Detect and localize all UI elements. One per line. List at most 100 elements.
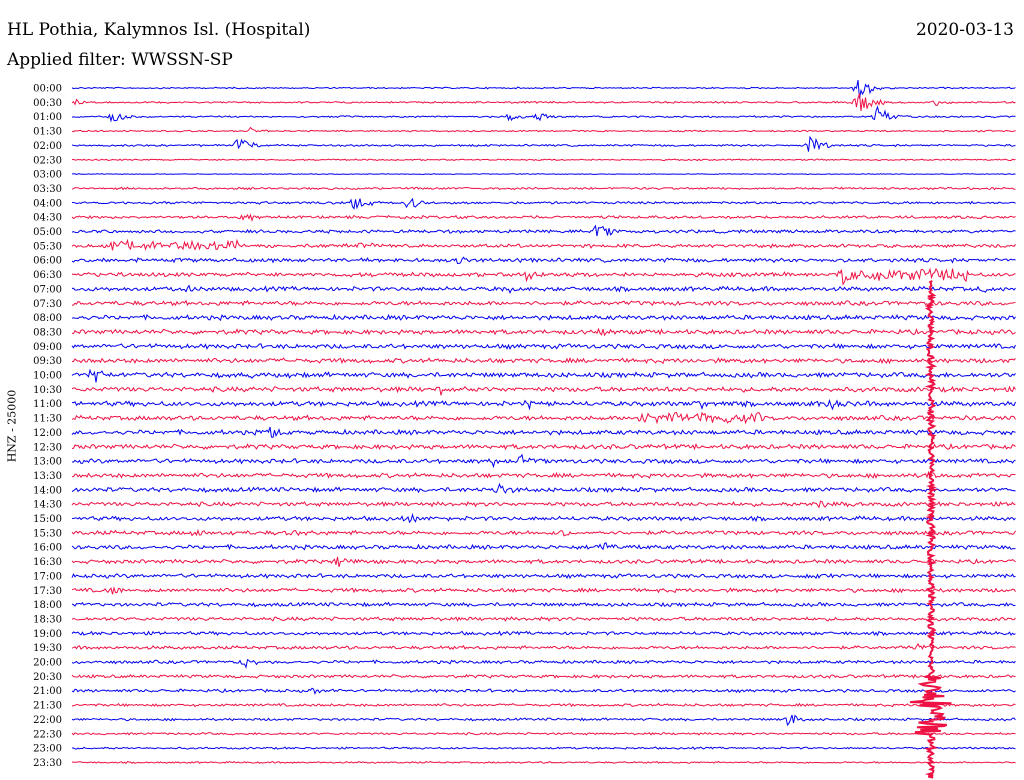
trace-1930 bbox=[71, 642, 1016, 651]
tick-label-1930: 19:30 bbox=[33, 643, 62, 654]
tick-label-0130: 01:30 bbox=[33, 127, 62, 138]
tick-label-1230: 12:30 bbox=[33, 442, 62, 453]
tick-label-2200: 22:00 bbox=[33, 715, 62, 726]
trace-1000 bbox=[71, 368, 1016, 383]
trace-0030 bbox=[71, 93, 1016, 112]
trace-1800 bbox=[71, 601, 1016, 608]
trace-0600 bbox=[71, 256, 1016, 265]
trace-1630 bbox=[71, 556, 1016, 568]
trace-0900 bbox=[71, 342, 1016, 350]
trace-1500 bbox=[71, 513, 1016, 524]
trace-0230 bbox=[71, 158, 1016, 162]
trace-0800 bbox=[71, 313, 1016, 322]
tick-label-1700: 17:00 bbox=[33, 571, 62, 582]
trace-1030 bbox=[71, 385, 1016, 396]
trace-2000 bbox=[71, 658, 1016, 669]
tick-label-0300: 03:00 bbox=[33, 170, 62, 181]
trace-2030 bbox=[71, 673, 1016, 679]
tick-label-0400: 04:00 bbox=[33, 198, 62, 209]
trace-1330 bbox=[72, 470, 1016, 480]
trace-2200 bbox=[71, 714, 1016, 727]
trace-2130 bbox=[71, 702, 1016, 708]
tick-label-1130: 11:30 bbox=[33, 414, 62, 425]
trace-0700 bbox=[71, 284, 1016, 295]
trace-2100 bbox=[71, 687, 1016, 695]
tick-label-1800: 18:00 bbox=[33, 600, 62, 611]
tick-label-2300: 23:00 bbox=[33, 744, 62, 755]
tick-label-1600: 16:00 bbox=[33, 543, 62, 554]
tick-label-0100: 01:00 bbox=[33, 112, 62, 123]
trace-1530 bbox=[71, 529, 1016, 537]
trace-1730 bbox=[71, 586, 1016, 595]
tick-label-1530: 15:30 bbox=[33, 528, 62, 539]
tick-label-2030: 20:30 bbox=[33, 672, 62, 683]
tick-label-0900: 09:00 bbox=[33, 342, 62, 353]
record-date: 2020-03-13 bbox=[915, 20, 1014, 40]
trace-2330 bbox=[71, 760, 1016, 765]
mainshock-band bbox=[909, 280, 952, 779]
tick-label-1000: 10:00 bbox=[33, 371, 62, 382]
tick-label-0730: 07:30 bbox=[33, 299, 62, 310]
tick-label-2330: 23:30 bbox=[33, 758, 62, 769]
tick-label-1200: 12:00 bbox=[33, 428, 62, 439]
tick-label-0500: 05:00 bbox=[33, 227, 62, 238]
trace-1600 bbox=[71, 542, 1016, 551]
trace-0300 bbox=[72, 173, 1016, 176]
tick-label-1630: 16:30 bbox=[33, 557, 62, 568]
trace-1130 bbox=[71, 411, 1016, 425]
tick-label-1100: 11:00 bbox=[33, 399, 62, 410]
tick-label-1730: 17:30 bbox=[33, 586, 62, 597]
tick-label-0230: 02:30 bbox=[33, 155, 62, 166]
trace-0930 bbox=[71, 356, 1016, 365]
trace-0200 bbox=[71, 135, 1016, 152]
tick-label-0830: 08:30 bbox=[33, 327, 62, 338]
tick-label-0630: 06:30 bbox=[33, 270, 62, 281]
trace-1700 bbox=[71, 572, 1016, 580]
tick-label-0430: 04:30 bbox=[33, 213, 62, 224]
trace-1430 bbox=[71, 500, 1016, 509]
tick-label-2100: 21:00 bbox=[33, 686, 62, 697]
tick-label-1500: 15:00 bbox=[33, 514, 62, 525]
tick-label-1900: 19:00 bbox=[33, 629, 62, 640]
trace-0400 bbox=[71, 197, 1016, 210]
trace-1100 bbox=[71, 398, 1016, 411]
trace-1400 bbox=[71, 482, 1016, 494]
trace-2230 bbox=[71, 731, 1016, 736]
trace-0000 bbox=[71, 80, 1016, 99]
trace-0430 bbox=[71, 213, 1016, 223]
trace-1830 bbox=[71, 616, 1016, 622]
trace-1900 bbox=[71, 630, 1016, 637]
trace-0130 bbox=[71, 126, 1016, 133]
tick-label-2000: 20:00 bbox=[33, 658, 62, 669]
trace-0330 bbox=[71, 186, 1016, 191]
trace-1230 bbox=[71, 442, 1016, 451]
tick-label-0000: 00:00 bbox=[33, 84, 62, 95]
tick-label-0030: 00:30 bbox=[33, 98, 62, 109]
trace-0100 bbox=[71, 105, 1016, 123]
trace-1300 bbox=[71, 453, 1016, 469]
tick-label-0200: 02:00 bbox=[33, 141, 62, 152]
tick-label-2230: 22:30 bbox=[33, 729, 62, 740]
tick-label-1330: 13:30 bbox=[33, 471, 62, 482]
tick-label-0800: 08:00 bbox=[33, 313, 62, 324]
tick-label-0600: 06:00 bbox=[33, 256, 62, 267]
tick-label-2130: 21:30 bbox=[33, 701, 62, 712]
trace-2300 bbox=[72, 746, 1016, 750]
time-tick-labels: 00:00 00:30 01:00 01:30 02:00 02:30 03:00 03:30… bbox=[33, 84, 62, 769]
tick-label-1030: 10:30 bbox=[33, 385, 62, 396]
trace-0730 bbox=[71, 299, 1016, 307]
tick-label-0530: 05:30 bbox=[33, 241, 62, 252]
trace-0830 bbox=[71, 327, 1016, 337]
tick-label-1300: 13:00 bbox=[33, 457, 62, 468]
tick-label-1400: 14:00 bbox=[33, 485, 62, 496]
tick-label-0700: 07:00 bbox=[33, 284, 62, 295]
tick-label-1830: 18:30 bbox=[33, 614, 62, 625]
trace-0530 bbox=[71, 238, 1016, 251]
tick-label-0330: 03:30 bbox=[33, 184, 62, 195]
station-title: HL Pothia, Kalymnos Isl. (Hospital) bbox=[7, 20, 311, 40]
tick-label-1430: 14:30 bbox=[33, 500, 62, 511]
tick-label-0930: 09:30 bbox=[33, 356, 62, 367]
trace-1200 bbox=[71, 426, 1016, 438]
trace-group bbox=[71, 80, 1016, 779]
